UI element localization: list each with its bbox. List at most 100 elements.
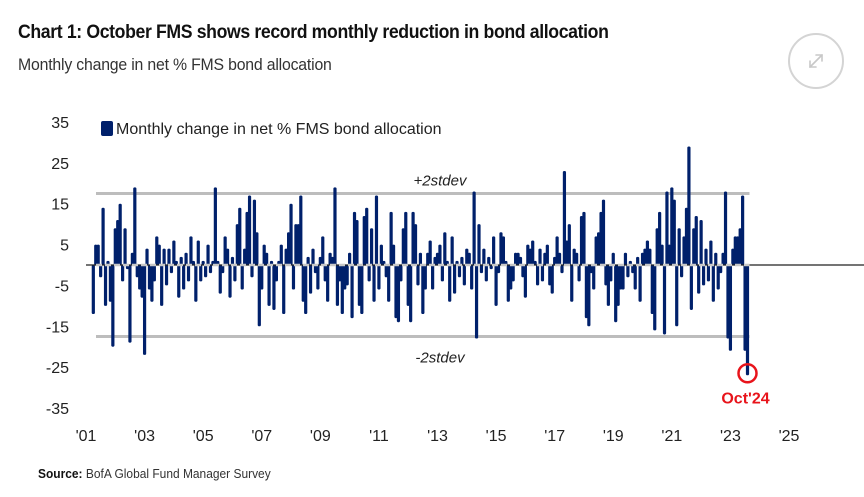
- bar: [113, 228, 117, 265]
- bar: [384, 265, 388, 278]
- bar: [665, 191, 669, 265]
- bar: [404, 211, 408, 265]
- bar: [509, 265, 513, 290]
- bar: [240, 265, 244, 290]
- bar-chart: 35 25 15 5 -5 -15 -25 -35 '01 '03 '05 '07 '09 '11 '13…: [46, 115, 864, 445]
- bar: [367, 265, 371, 282]
- bar: [462, 265, 466, 286]
- bar: [597, 232, 601, 265]
- bar: [689, 265, 693, 310]
- bar: [555, 236, 559, 265]
- bar: [350, 265, 354, 319]
- bar: [135, 265, 139, 278]
- bar: [206, 244, 210, 265]
- bar: [140, 265, 144, 298]
- bar: [714, 252, 718, 265]
- bar: [223, 236, 227, 265]
- legend: Monthly change in net % FMS bond allocat…: [101, 121, 442, 138]
- bar: [484, 265, 488, 282]
- bar: [614, 265, 618, 323]
- bar: [182, 265, 186, 290]
- bar: [643, 248, 647, 265]
- bar: [560, 265, 564, 274]
- bar: [328, 252, 332, 265]
- bar: [272, 265, 276, 310]
- bar: [479, 265, 484, 274]
- x-tick-label: '15: [486, 428, 507, 445]
- y-tick-label: 15: [51, 197, 69, 214]
- bar: [428, 240, 432, 265]
- bar: [262, 244, 266, 265]
- bar: [470, 265, 474, 290]
- bar: [721, 252, 725, 265]
- bar: [477, 224, 481, 265]
- bar: [301, 265, 305, 302]
- bar: [521, 265, 525, 278]
- bar: [723, 191, 728, 265]
- bar: [726, 265, 730, 339]
- bar: [157, 244, 161, 265]
- bar: [238, 207, 242, 265]
- bar: [606, 265, 610, 306]
- bar: [326, 265, 330, 302]
- bar: [221, 265, 225, 274]
- bar: [399, 265, 403, 282]
- bar: [538, 248, 542, 265]
- source-text: BofA Global Fund Manager Survey: [85, 466, 271, 481]
- legend-label: Monthly change in net % FMS bond allocat…: [116, 121, 442, 138]
- bar: [435, 252, 440, 265]
- bar: [103, 265, 108, 306]
- plus-2stdev-label: +2stdev: [414, 173, 468, 190]
- bar: [335, 265, 340, 306]
- bar: [255, 232, 259, 265]
- bar: [338, 265, 342, 282]
- bar: [743, 265, 747, 351]
- bar: [245, 211, 249, 265]
- bar: [496, 265, 501, 274]
- bar: [218, 265, 222, 294]
- bar: [252, 199, 257, 265]
- x-tick-label: '25: [779, 428, 800, 445]
- bar: [91, 265, 95, 315]
- bar: [147, 265, 152, 290]
- bar: [372, 265, 376, 302]
- bar: [394, 265, 398, 319]
- bar: [565, 240, 569, 265]
- bar: [528, 248, 532, 265]
- bar: [145, 248, 149, 265]
- bar: [323, 265, 327, 282]
- bar: [667, 244, 671, 265]
- bar: [609, 265, 613, 282]
- bar: [655, 228, 659, 265]
- chart-subtitle: Monthly change in net % FMS bond allocat…: [18, 55, 332, 74]
- bar: [474, 265, 479, 339]
- bar: [155, 236, 159, 265]
- bar: [333, 187, 337, 265]
- bar: [423, 265, 427, 290]
- bar: [267, 265, 271, 306]
- y-tick-label: 35: [51, 115, 69, 132]
- bar: [123, 228, 127, 265]
- y-tick-label: -15: [46, 319, 69, 336]
- bar: [604, 265, 608, 286]
- x-tick-label: '11: [369, 428, 389, 445]
- bar: [448, 265, 452, 302]
- bar: [247, 195, 252, 265]
- bar: [675, 265, 679, 327]
- bar: [692, 228, 696, 265]
- bar: [284, 248, 288, 265]
- bar: [631, 265, 635, 274]
- expand-button[interactable]: [788, 33, 844, 89]
- bar: [594, 236, 598, 265]
- bar: [626, 265, 630, 278]
- bar: [118, 203, 122, 265]
- bar: [745, 265, 750, 376]
- bar: [406, 265, 410, 306]
- y-tick-label: 5: [60, 238, 69, 255]
- bar: [516, 252, 520, 265]
- bar: [169, 265, 174, 274]
- bar: [167, 248, 171, 265]
- minus-2stdev-label: -2stdev: [415, 350, 466, 367]
- bar: [233, 265, 237, 282]
- bar: [592, 265, 596, 290]
